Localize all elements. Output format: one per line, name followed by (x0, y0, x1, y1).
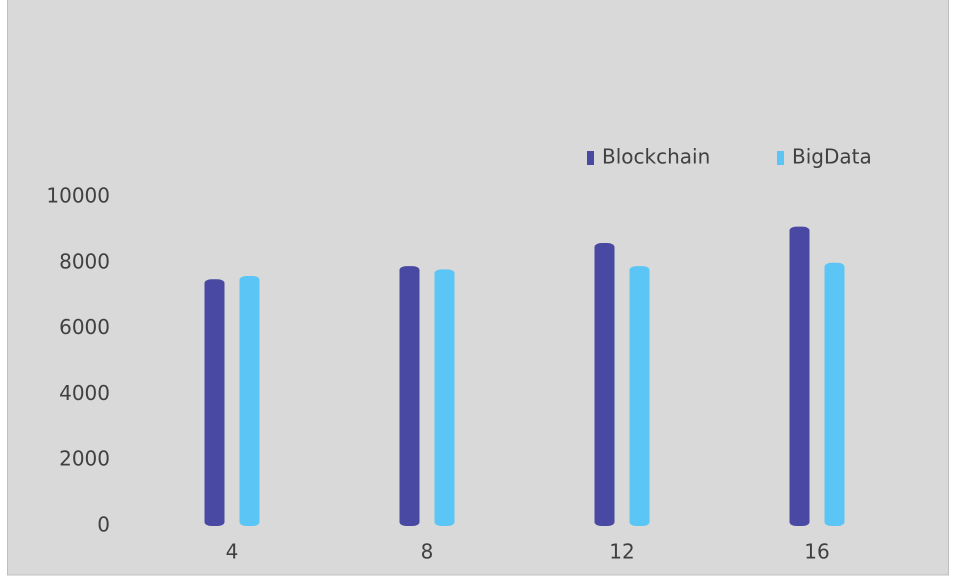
legend-label: BigData (792, 145, 872, 169)
bar (594, 243, 615, 526)
y-tick-label: 4000 (59, 381, 110, 405)
x-tick-label: 4 (226, 540, 239, 564)
x-tick-label: 16 (804, 540, 829, 564)
y-tick-label: 8000 (59, 249, 110, 273)
legend-swatch (587, 151, 594, 165)
bar (239, 275, 260, 526)
y-tick-label: 6000 (59, 315, 110, 339)
x-tick-label: 8 (421, 540, 434, 564)
bar (204, 279, 225, 526)
y-tick-label: 2000 (59, 447, 110, 471)
legend-swatch (777, 151, 784, 165)
bar (399, 266, 420, 526)
legend-label: Blockchain (602, 145, 710, 169)
x-tick-label: 12 (609, 540, 634, 564)
bar (434, 269, 455, 526)
y-tick-label: 10000 (46, 184, 110, 208)
bar (824, 262, 845, 526)
bar (789, 226, 810, 527)
bar (629, 266, 650, 526)
y-tick-label: 0 (97, 513, 110, 537)
